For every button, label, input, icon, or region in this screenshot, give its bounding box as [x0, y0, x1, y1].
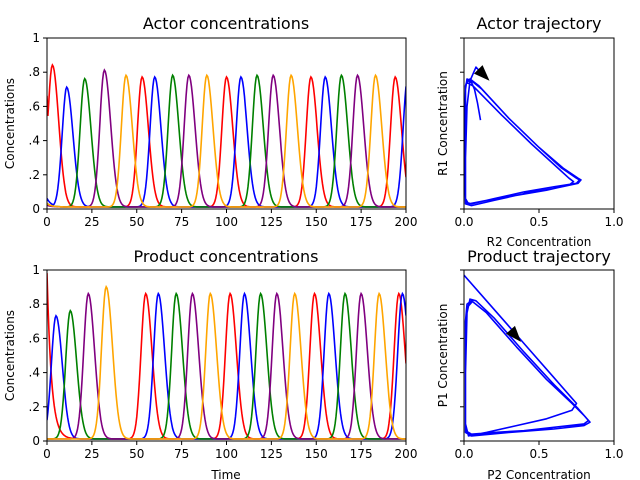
actor-panel-plot-area: 0 25 50 75 100 125 150 175 200 0 .2 .4 .6 .8 1: [29, 31, 418, 229]
actor-traj-trajectory-line: [464, 66, 582, 207]
actor-x-tick-label: 0: [43, 215, 51, 229]
actor-traj-x-tick-label: 0.0: [454, 215, 473, 229]
product-trajectory-xlabel: P2 Concentration: [487, 468, 591, 480]
product-y-tick-label: 0: [32, 434, 40, 448]
product-x-tick-label: 175: [350, 447, 373, 461]
product-concentrations-panel: Product concentrations Time Concentratio…: [3, 247, 417, 480]
product-y-tick-label: .2: [29, 400, 40, 414]
actor-traj-series-group: [464, 66, 582, 207]
product-panel-ylabel: Concentrations: [3, 310, 17, 401]
product-series-group: [47, 273, 406, 440]
actor-series-group: [47, 63, 406, 208]
product-series-line-orange: [47, 284, 406, 440]
actor-trajectory-title: Actor trajectory: [476, 14, 601, 33]
actor-x-tick-label: 150: [305, 215, 328, 229]
product-traj-trajectory-line: [464, 274, 591, 437]
actor-series-line-orange: [47, 73, 406, 208]
actor-y-tick-label: .6: [29, 99, 40, 113]
product-x-tick-label: 100: [215, 447, 238, 461]
product-y-tick-label: .4: [29, 366, 40, 380]
product-traj-x-tick-label: 0.5: [529, 447, 548, 461]
actor-y-tick-label: .4: [29, 134, 40, 148]
product-y-tick-label: .8: [29, 297, 40, 311]
product-traj-x-tick-label: 1.0: [604, 447, 623, 461]
actor-y-tick-label: .8: [29, 65, 40, 79]
product-trajectory-plot-area: 0.0 0.5 1.0: [454, 269, 624, 461]
product-y-tick-label: 1: [32, 263, 40, 277]
product-trajectory-ylabel: P1 Concentration: [436, 304, 450, 408]
product-x-tick-label: 150: [305, 447, 328, 461]
actor-x-tick-label: 125: [260, 215, 283, 229]
product-traj-x-tick-label: 0.0: [454, 447, 473, 461]
actor-trajectory-xlabel: R2 Concentration: [487, 235, 592, 249]
actor-x-tick-label: 50: [129, 215, 144, 229]
product-trajectory-title: Product trajectory: [467, 247, 611, 266]
product-x-tick-label: 125: [260, 447, 283, 461]
actor-trajectory-panel: Actor trajectory R2 Concentration R1 Con…: [436, 14, 624, 249]
actor-series-line-purple: [47, 68, 406, 208]
actor-x-tick-label: 200: [395, 215, 418, 229]
product-traj-series-group: [464, 274, 591, 437]
actor-y-tick-label: .2: [29, 168, 40, 182]
actor-x-tick-label: 25: [84, 215, 99, 229]
product-panel-title: Product concentrations: [134, 247, 319, 266]
product-x-tick-label: 25: [84, 447, 99, 461]
actor-concentrations-panel: Actor concentrations Concentrations 0 25 5…: [3, 14, 417, 229]
actor-traj-direction-arrow: [473, 65, 490, 81]
product-x-tick-label: 200: [395, 447, 418, 461]
actor-x-tick-label: 175: [350, 215, 373, 229]
product-traj-direction-arrow: [505, 325, 521, 342]
product-y-tick-label: .6: [29, 331, 40, 345]
actor-traj-x-tick-label: 0.5: [529, 215, 548, 229]
actor-y-tick-label: 1: [32, 31, 40, 45]
actor-trajectory-plot-area: 0.0 0.5 1.0: [454, 37, 624, 229]
actor-x-tick-label: 100: [215, 215, 238, 229]
actor-x-tick-label: 75: [174, 215, 189, 229]
product-trajectory-panel: Product trajectory P2 Concentration P1 C…: [436, 247, 624, 480]
actor-y-tick-label: 0: [32, 202, 40, 216]
actor-panel-ylabel: Concentrations: [3, 78, 17, 169]
product-x-tick-label: 0: [43, 447, 51, 461]
product-x-tick-label: 50: [129, 447, 144, 461]
product-panel-xlabel: Time: [210, 468, 240, 480]
actor-panel-title: Actor concentrations: [143, 14, 309, 33]
product-x-tick-label: 75: [174, 447, 189, 461]
actor-traj-x-tick-label: 1.0: [604, 215, 623, 229]
product-panel-plot-area: 0 25 50 75 100 125 150 175 200 0 .2 .4 .6 .8 1: [29, 263, 418, 461]
actor-trajectory-ylabel: R1 Concentration: [436, 71, 450, 176]
